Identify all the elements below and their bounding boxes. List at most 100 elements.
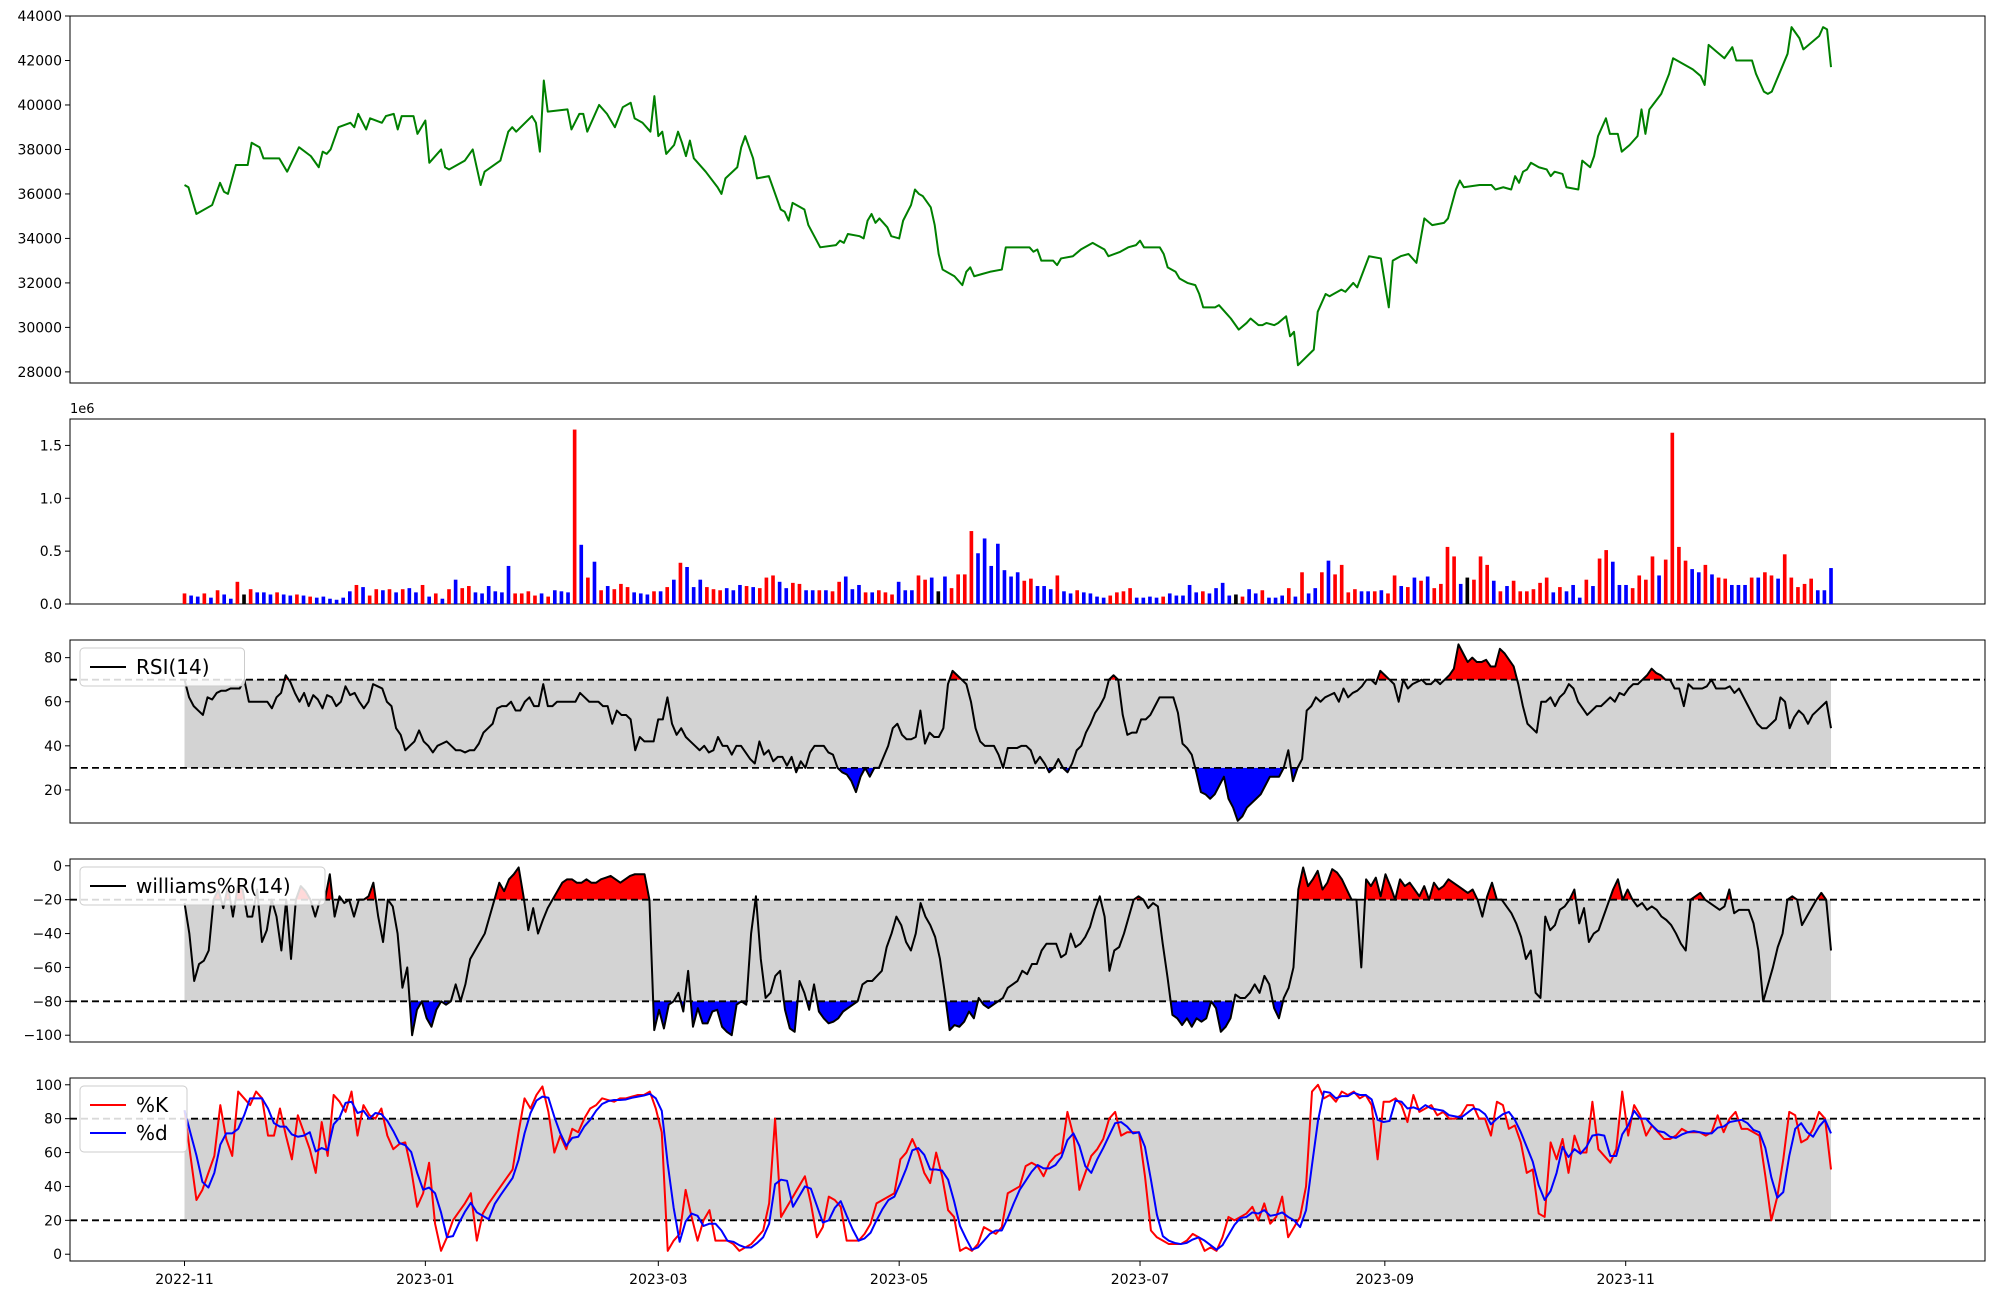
- volume-bar: [857, 584, 861, 604]
- volume-bar: [1148, 596, 1152, 604]
- volume-bar: [1782, 554, 1787, 604]
- rsi-ytick-label: 80: [44, 651, 62, 667]
- volume-bar: [1822, 590, 1827, 604]
- volume-bar: [1022, 580, 1027, 604]
- x-tick-label: 2023-01: [396, 1272, 455, 1288]
- volume-bar: [784, 588, 789, 604]
- volume-bar: [1320, 572, 1324, 604]
- williams-ytick-label: 0: [53, 859, 62, 875]
- volume-bar: [1736, 584, 1741, 604]
- volume-bar: [1730, 584, 1734, 604]
- volume-bar: [209, 597, 213, 604]
- price-ytick-label: 34000: [17, 231, 62, 247]
- volume-bar: [288, 595, 293, 604]
- williams-ytick-label: −60: [32, 960, 62, 976]
- volume-bar: [1253, 593, 1258, 604]
- volume-bar: [1306, 593, 1311, 604]
- volume-bar: [1187, 584, 1192, 604]
- rsi-oversold-fill: [1195, 767, 1284, 821]
- volume-bar: [1029, 578, 1033, 604]
- axes-frame: [69, 418, 1986, 605]
- volume-bar: [612, 589, 617, 604]
- volume-bar: [480, 593, 484, 604]
- x-tick-label: 2022-11: [155, 1272, 214, 1288]
- legend-label: RSI(14): [136, 655, 210, 679]
- williams-overbought-fill: [1429, 879, 1478, 900]
- volume-offset-label: 1e6: [70, 402, 95, 417]
- volume-bar: [1121, 591, 1126, 604]
- legend-label: williams%R(14): [136, 874, 291, 898]
- volume-bar: [1525, 591, 1529, 604]
- williams-ytick-label: −20: [32, 893, 62, 909]
- volume-bar: [400, 589, 405, 604]
- volume-bar: [1339, 564, 1344, 604]
- volume-bar: [943, 576, 947, 604]
- volume-bar: [850, 589, 855, 604]
- volume-bar: [843, 576, 848, 604]
- volume-bar: [738, 584, 742, 604]
- volume-bar: [1359, 591, 1364, 604]
- volume-bar: [605, 586, 610, 604]
- volume-bar: [619, 583, 623, 604]
- volume-bar: [1571, 584, 1575, 604]
- price-ytick-label: 30000: [17, 320, 62, 336]
- volume-bar: [519, 593, 524, 604]
- volume-bar: [539, 593, 544, 604]
- volume-bar: [1313, 588, 1318, 604]
- volume-bar: [1663, 559, 1668, 604]
- williams-overbought-fill: [552, 874, 650, 900]
- volume-bar: [228, 598, 233, 604]
- stochastic-ytick-label: 80: [44, 1112, 62, 1128]
- volume-bar: [870, 592, 875, 604]
- volume-bar: [705, 587, 709, 604]
- volume-bar: [1293, 596, 1298, 604]
- volume-bar: [592, 561, 597, 604]
- volume-bar: [1802, 583, 1807, 604]
- volume-bar: [1042, 586, 1046, 604]
- volume-bar: [1518, 591, 1523, 604]
- stochastic-panel: %K %d 0 20 40 60 80 100: [35, 1077, 1986, 1263]
- axes-frame: [69, 639, 1986, 824]
- volume-bar: [751, 587, 755, 604]
- volume-bar: [275, 592, 279, 604]
- volume-bar: [1498, 591, 1503, 604]
- volume-bar: [559, 591, 564, 604]
- volume-bar: [552, 590, 557, 604]
- volume-bar: [394, 592, 398, 604]
- volume-bar: [685, 567, 689, 604]
- volume-bar: [1439, 583, 1443, 604]
- volume-bar: [883, 592, 888, 604]
- volume-bar: [863, 592, 868, 604]
- volume-bar: [222, 594, 226, 604]
- volume-bar: [526, 591, 531, 604]
- rsi-ytick-label: 60: [44, 695, 62, 711]
- volume-bar: [506, 565, 511, 604]
- volume-bar: [1690, 569, 1694, 604]
- volume-bar: [1551, 592, 1556, 604]
- volume-bar: [1201, 591, 1205, 604]
- stochastic-ytick-label: 0: [53, 1247, 62, 1263]
- x-axis: 2022-11 2023-01 2023-03 2023-05 2023-07 2023-…: [155, 1261, 1655, 1288]
- volume-bar: [381, 590, 385, 604]
- volume-bar: [1716, 577, 1721, 604]
- volume-bar: [1743, 584, 1747, 604]
- volume-bar: [1703, 564, 1708, 604]
- volume-bar: [1809, 578, 1813, 604]
- volume-bar: [1412, 577, 1417, 604]
- x-tick-label: 2023-09: [1356, 1272, 1415, 1288]
- williams-oversold-fill: [981, 1001, 999, 1009]
- volume-bar: [625, 587, 630, 604]
- volume-bar: [1240, 596, 1245, 604]
- legend-box: [79, 647, 245, 687]
- volume-bar: [1234, 594, 1238, 604]
- volume-bar: [460, 588, 465, 604]
- volume-bar: [1544, 577, 1549, 604]
- volume-bar: [1452, 556, 1456, 604]
- rsi-oversold-fill: [865, 767, 875, 777]
- volume-bar: [903, 590, 908, 604]
- rsi-overbought-fill: [1642, 668, 1666, 680]
- volume-bar: [1068, 593, 1073, 604]
- volume-bar: [824, 590, 828, 604]
- volume-bar: [645, 594, 650, 604]
- volume-bar: [1088, 593, 1093, 604]
